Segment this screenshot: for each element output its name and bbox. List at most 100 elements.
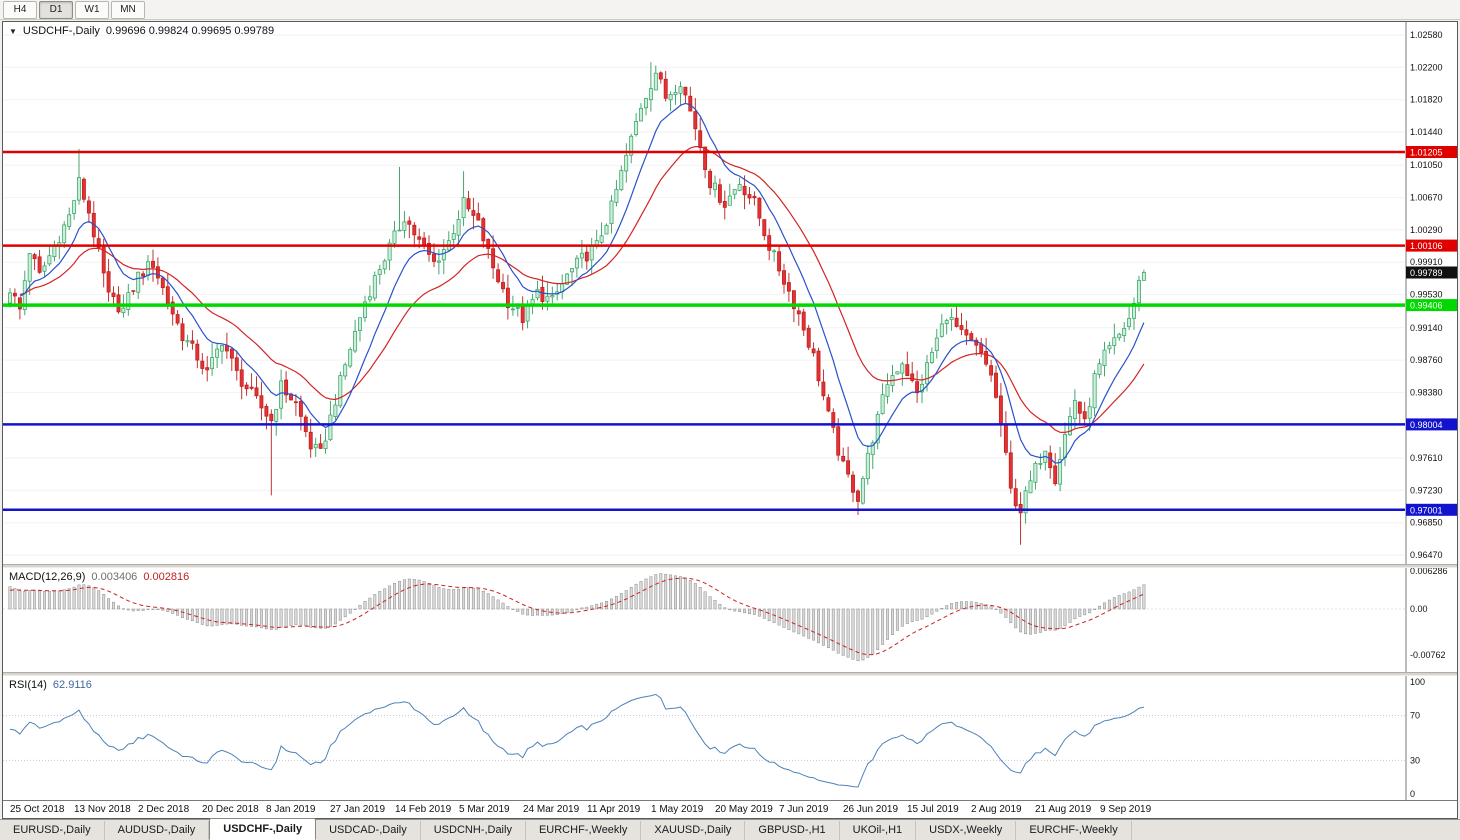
date-label: 1 May 2019 [651,804,704,815]
rsi-level-lines [3,715,1405,761]
chart-symbol-period: USDCHF-,Daily [22,25,100,37]
chart-tab-2[interactable]: USDCHF-,Daily [209,818,317,840]
price-badge [1406,299,1457,312]
macd-pane[interactable]: 0.006286 0.00 -0.00762 MACD(12,26,9) 0.0034… [3,568,1457,672]
date-label: 24 Mar 2019 [523,804,580,815]
symbol-dropdown-icon[interactable]: ▼ [9,27,17,36]
macd-signal-value: 0.002816 [143,571,190,583]
axis-label: 0.98760 [1410,355,1443,365]
slow-ma-line [19,145,1145,434]
price-badge-label: 1.00106 [1410,241,1443,251]
chart-tab-7[interactable]: GBPUSD-,H1 [745,821,840,840]
price-badge [1406,266,1457,279]
axis-label: 30 [1410,755,1420,765]
axis-label: -0.00762 [1410,650,1446,660]
price-badge-label: 0.97001 [1410,505,1443,515]
date-label: 14 Feb 2019 [395,804,452,815]
timeframe-button-h4[interactable]: H4 [3,0,37,19]
macd-pane-canvas[interactable]: 0.006286 0.00 -0.00762 [3,568,1457,672]
macd-axis-labels: 0.006286 0.00 -0.00762 [1410,568,1448,660]
chart-tab-9[interactable]: USDX-,Weekly [916,821,1017,840]
price-badge [1406,146,1457,158]
macd-main-value: 0.003406 [91,571,138,583]
axis-label: 1.02580 [1410,30,1443,40]
axis-label: 1.01050 [1410,160,1443,170]
time-axis[interactable]: 25 Oct 2018 13 Nov 2018 2 Dec 2018 20 Dec 2… [3,800,1457,818]
rsi-label: RSI(14) 62.9116 [9,679,98,691]
rsi-value: 62.9116 [52,679,92,691]
axis-label: 0.98380 [1410,387,1443,397]
axis-label: 0.006286 [1410,568,1448,576]
price-badge-label: 0.99789 [1410,268,1443,278]
timeframe-button-d1[interactable]: D1 [39,0,73,19]
chart-tab-5[interactable]: EURCHF-,Weekly [526,821,642,840]
chart-tab-1[interactable]: AUDUSD-,Daily [105,821,210,840]
price-grid [3,34,1405,556]
chart-tab-10[interactable]: EURCHF-,Weekly [1016,821,1132,840]
axis-label: 1.00290 [1410,225,1443,235]
chart-title: ▼ USDCHF-,Daily 0.99696 0.99824 0.99695 0.… [9,25,280,37]
rsi-line [9,693,1145,788]
date-label: 11 Apr 2019 [587,804,641,815]
date-label: 2 Dec 2018 [138,804,190,815]
date-label: 7 Jun 2019 [779,804,829,815]
price-pane[interactable]: 1.02580 1.02200 1.01820 1.01440 1.01050 1.006… [3,22,1457,564]
price-badge-label: 1.01205 [1410,148,1443,158]
chart-tab-3[interactable]: USDCAD-,Daily [316,821,421,840]
axis-label: 0.00 [1410,604,1428,614]
pane-divider[interactable] [3,672,1457,676]
chart-tab-0[interactable]: EURUSD-,Daily [0,821,105,840]
price-badge [1406,503,1457,516]
axis-label: 100 [1410,677,1425,687]
date-label: 21 Aug 2019 [1035,804,1092,815]
fast-ma-line [19,102,1145,464]
axis-label: 1.01440 [1410,127,1443,137]
date-label: 27 Jan 2019 [330,804,386,815]
axis-label: 1.01820 [1410,95,1443,105]
chart-window: 1.02580 1.02200 1.01820 1.01440 1.01050 1.006… [2,21,1458,819]
axis-label: 1.00670 [1410,193,1443,203]
timeframe-button-mn[interactable]: MN [111,0,145,19]
price-badge [1406,239,1457,252]
date-label: 26 Jun 2019 [843,804,899,815]
date-label: 9 Sep 2019 [1100,804,1152,815]
macd-title: MACD(12,26,9) [9,571,86,583]
date-label: 13 Nov 2018 [74,804,131,815]
axis-label: 70 [1410,711,1420,721]
date-label: 15 Jul 2019 [907,804,959,815]
timeframe-toolbar: H4 D1 W1 MN [0,0,1460,20]
date-label: 25 Oct 2018 [10,804,65,815]
rsi-axis-labels: 100 70 30 0 [1410,677,1425,799]
axis-label: 0.96850 [1410,518,1443,528]
price-pane-canvas[interactable]: 1.02580 1.02200 1.01820 1.01440 1.01050 1.006… [3,22,1457,564]
date-label: 5 Mar 2019 [459,804,510,815]
price-axis-labels: 1.02580 1.02200 1.01820 1.01440 1.01050 1.006… [1410,30,1443,560]
chart-tab-6[interactable]: XAUUSD-,Daily [641,821,746,840]
rsi-title: RSI(14) [9,679,47,691]
macd-label: MACD(12,26,9) 0.003406 0.002816 [9,571,195,583]
horizontal-levels[interactable] [3,150,1405,512]
pane-divider[interactable] [3,564,1457,568]
chart-tabs: EURUSD-,Daily AUDUSD-,Daily USDCHF-,Daily U… [0,818,1460,840]
chart-tab-8[interactable]: UKOil-,H1 [840,821,917,840]
chart-ohlc-values: 0.99696 0.99824 0.99695 0.99789 [105,25,275,37]
rsi-pane[interactable]: 100 70 30 0 RSI(14) 62.9116 [3,676,1457,800]
axis-label: 0 [1410,789,1415,799]
price-badge [1406,418,1457,431]
macd-signal-line [9,577,1145,656]
price-badge-label: 0.99406 [1410,301,1443,311]
date-label: 20 May 2019 [715,804,773,815]
timeframe-button-w1[interactable]: W1 [75,0,109,19]
price-badge-label: 0.98004 [1410,420,1443,430]
axis-label: 0.97230 [1410,485,1443,495]
axis-label: 0.97610 [1410,453,1443,463]
axis-label: 0.99140 [1410,323,1443,333]
chart-tab-4[interactable]: USDCNH-,Daily [421,821,526,840]
date-label: 2 Aug 2019 [971,804,1022,815]
rsi-pane-canvas[interactable]: 100 70 30 0 [3,676,1457,800]
axis-label: 0.99910 [1410,257,1443,267]
macd-histogram [8,573,1146,662]
axis-label: 0.96470 [1410,550,1443,560]
axis-label: 0.99530 [1410,290,1443,300]
